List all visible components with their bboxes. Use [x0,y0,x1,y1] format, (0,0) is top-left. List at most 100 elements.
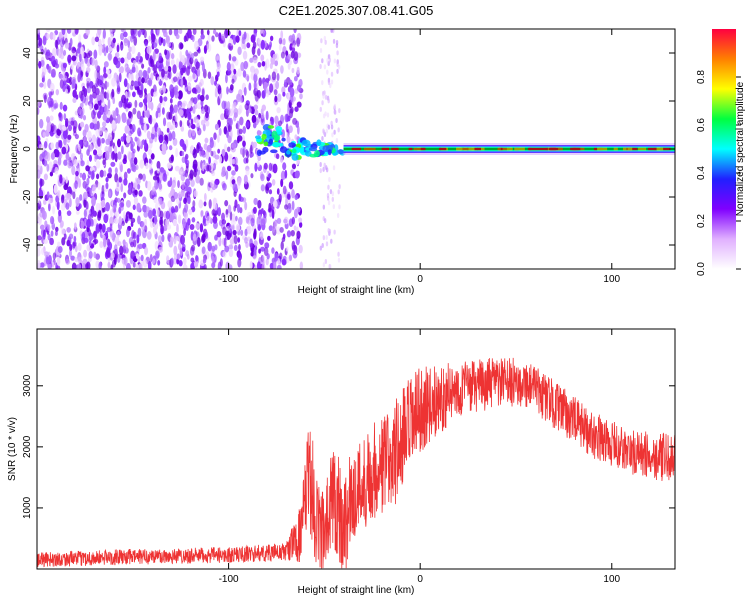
heatmap-cell [59,113,63,122]
heatmap-cell [231,170,236,176]
heatmap-cell [280,65,284,74]
heatmap-cell [144,246,149,256]
heatmap-cell [50,55,56,66]
heatmap-cell [131,123,136,133]
heatmap-cell [148,158,152,164]
heatmap-cell [280,51,285,59]
heatmap-cell [107,190,111,199]
heatmap-cell [54,58,58,66]
heatmap-cell [336,213,340,219]
heatmap-cell [42,209,46,220]
heatmap-cell [242,125,247,134]
heatmap-cell [40,48,45,55]
heatmap-cell [134,99,138,108]
heatmap-cell [236,120,240,130]
heatmap-cell [186,65,191,76]
heatmap-cell [137,51,141,59]
y-tick-label: 1000 [22,496,33,519]
heatmap-cell [279,156,284,163]
heatmap-cell [92,169,95,180]
heatmap-cell [291,200,295,211]
heatmap-cell [229,211,233,221]
heatmap-cell [257,155,261,162]
heatmap-cell [250,65,255,74]
heatmap-cell [221,100,227,110]
heatmap-cell [191,217,196,223]
heatmap-cell [148,163,153,170]
heatmap-cell [74,134,79,140]
heatmap-cell [253,29,257,38]
heatmap-cell [158,52,162,61]
heatmap-cell [136,177,141,185]
heatmap-cell [221,148,226,157]
y-tick-label: 2000 [22,435,33,458]
heatmap-cell [294,170,300,179]
heatmap-cell [125,199,131,208]
heatmap-cell [168,132,173,142]
heatmap-cell [268,162,273,172]
heatmap-cell [266,253,270,260]
heatmap-cell [276,226,281,235]
heatmap-cell [156,29,160,36]
heatmap-cell [263,81,268,91]
heatmap-cell [60,228,65,235]
heatmap-cell [218,127,222,136]
heatmap-cell [117,241,122,247]
heatmap-cell [71,46,76,54]
colorbar-tick-label: 0.4 [696,166,707,180]
heatmap-cell [38,60,42,69]
heatmap-cell [38,189,44,200]
heatmap-cell [79,172,83,178]
heatmap-cell [156,76,161,83]
heatmap-cell [223,126,228,135]
heatmap-cell [81,172,87,181]
heatmap-cell [52,32,56,41]
heatmap-cell [156,126,160,136]
y-tick-label: 0 [22,146,33,152]
heatmap-cell [330,71,334,77]
heatmap-cell [178,260,183,267]
heatmap-cell [138,190,143,197]
heatmap-cell [144,41,148,47]
heatmap-cell [196,161,202,171]
heatmap-cell [98,75,104,85]
heatmap-cell [190,118,194,125]
heatmap-cell [271,247,275,254]
heatmap-cell [120,136,125,142]
heatmap-cell [155,202,159,212]
heatmap-cell [69,243,73,252]
heatmap-cell [282,185,287,195]
heatmap-cell [136,234,140,244]
heatmap-cell [234,156,238,166]
heatmap-cell [70,64,74,70]
heatmap-cell [169,177,173,186]
heatmap-cell [110,161,116,167]
heatmap-cell [81,51,85,59]
heatmap-cell [123,178,128,186]
heatmap-cell [116,44,120,53]
heatmap-cell [321,80,324,86]
heatmap-cell [261,60,266,67]
heatmap-cell [226,130,229,139]
heatmap-cell [253,231,257,240]
heatmap-cell [240,147,243,155]
heatmap-cell [66,210,72,216]
heatmap-cell [166,255,170,264]
heatmap-cell [117,197,121,203]
heatmap-cell [282,162,287,171]
heatmap-cell [73,235,77,243]
heatmap-cell [95,223,100,233]
heatmap-cell [252,56,258,64]
heatmap-cell [112,204,117,214]
heatmap-cell [210,150,214,157]
heatmap-cell [248,107,252,114]
heatmap-cell [106,69,111,75]
heatmap-cell [40,178,45,187]
heatmap-cell [43,231,46,240]
heatmap-cell [324,39,327,45]
heatmap-cell [236,135,240,144]
heatmap-cell [116,180,120,188]
heatmap-cell [158,134,164,144]
heatmap-cell [147,92,152,103]
heatmap-cell [214,87,218,98]
